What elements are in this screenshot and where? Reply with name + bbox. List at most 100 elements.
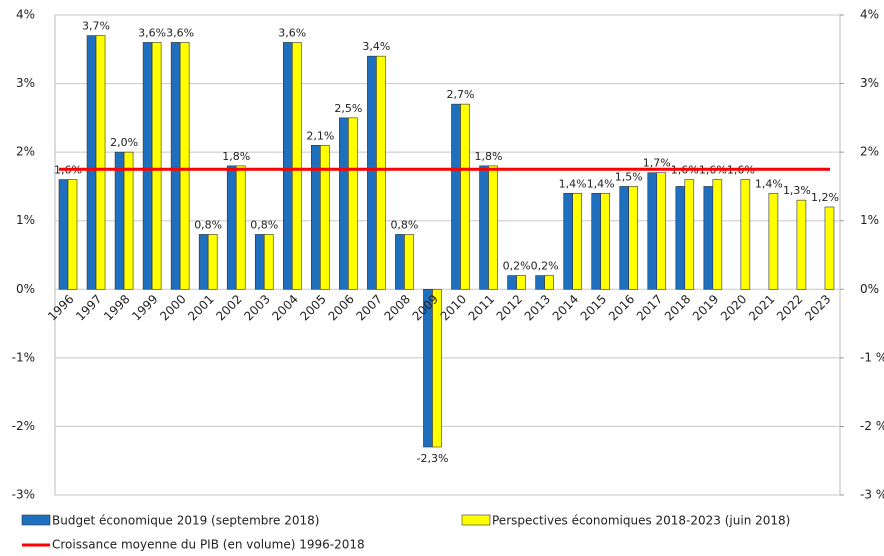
bar <box>591 192 601 290</box>
x-tick-label: 2021 <box>746 292 777 323</box>
x-tick-label: 2016 <box>606 292 637 323</box>
x-tick-label: 2002 <box>213 292 244 323</box>
bar <box>404 234 414 290</box>
bar <box>348 117 358 290</box>
bar <box>740 179 751 290</box>
value-label: 3,6% <box>166 26 194 39</box>
bar <box>291 42 302 290</box>
x-tick-label: 2012 <box>494 292 525 323</box>
bar <box>142 42 153 290</box>
value-label: 0,8% <box>250 218 278 231</box>
bar <box>703 186 714 290</box>
x-tick-label: 2015 <box>578 292 609 323</box>
y2-tick-label: 3% <box>860 76 879 90</box>
bar <box>544 275 554 290</box>
y-tick-label: -2% <box>12 419 35 433</box>
bar <box>451 103 461 290</box>
y-tick-label: 4% <box>16 8 35 22</box>
y-tick-label: -1% <box>12 350 35 364</box>
bar <box>67 179 78 290</box>
x-tick-label: 2017 <box>634 292 665 323</box>
x-tick-label: 2022 <box>774 292 805 323</box>
bar <box>207 234 218 290</box>
value-label: 0,8% <box>390 218 418 231</box>
value-label: 1,4% <box>587 177 615 190</box>
value-label: 0,2% <box>503 260 531 273</box>
bar <box>675 186 686 290</box>
y-tick-label: 1% <box>16 213 35 227</box>
y2-tick-label: 4% <box>860 8 879 22</box>
value-label: 0,8% <box>194 218 222 231</box>
x-tick-label: 2004 <box>269 292 300 323</box>
bar <box>712 179 723 290</box>
bar <box>263 234 274 290</box>
bar <box>170 42 181 290</box>
x-tick-label: 2011 <box>466 292 497 323</box>
bar <box>516 275 526 290</box>
legend-label: Budget économique 2019 (septembre 2018) <box>52 514 319 528</box>
bar <box>535 275 545 290</box>
value-label: 1,5% <box>615 170 643 183</box>
bar <box>179 42 190 290</box>
legend-label: Croissance moyenne du PIB (en volume) 19… <box>52 538 365 552</box>
value-label: 2,5% <box>334 102 362 115</box>
y2-tick-label: -2 % <box>860 419 884 433</box>
bar <box>572 192 582 290</box>
y2-tick-label: -3 % <box>860 488 884 502</box>
x-tick-label: 2019 <box>690 292 721 323</box>
value-label: 2,0% <box>110 136 138 149</box>
x-tick-label: 1999 <box>129 292 160 323</box>
legend-label: Perspectives économiques 2018-2023 (juin… <box>492 514 790 528</box>
x-tick-label: 2008 <box>382 292 413 323</box>
bar <box>376 55 386 290</box>
value-label: 3,6% <box>278 26 306 39</box>
value-label: 1,7% <box>643 157 671 170</box>
value-label: -2,3% <box>417 452 449 465</box>
y-tick-label: 3% <box>16 76 35 90</box>
y2-tick-label: -1 % <box>860 350 884 364</box>
bar <box>432 288 442 448</box>
bar <box>600 192 610 290</box>
y-tick-label: -3% <box>12 488 35 502</box>
value-label: 1,4% <box>755 177 783 190</box>
y2-tick-label: 1% <box>860 213 879 227</box>
bar <box>282 42 293 290</box>
value-label: 3,4% <box>362 40 390 53</box>
bar <box>95 35 106 290</box>
x-tick-label: 2014 <box>550 292 581 323</box>
value-label: 2,7% <box>447 88 475 101</box>
value-label: 1,4% <box>559 177 587 190</box>
bar <box>395 234 405 290</box>
x-tick-label: 2001 <box>185 292 216 323</box>
value-label: 1,3% <box>783 184 811 197</box>
bar <box>86 35 97 290</box>
legend-swatch <box>21 514 51 526</box>
bar <box>151 42 162 290</box>
bar <box>123 151 134 290</box>
bar <box>796 199 807 290</box>
bar <box>58 179 69 290</box>
bar <box>320 144 330 290</box>
bar <box>824 206 835 290</box>
value-label: 2,1% <box>306 129 334 142</box>
value-label: 3,7% <box>82 20 110 33</box>
legend-swatch <box>461 514 491 526</box>
bar <box>339 117 349 290</box>
x-tick-label: 2003 <box>241 292 272 323</box>
bar <box>628 186 639 290</box>
bar <box>367 55 377 290</box>
x-tick-label: 2023 <box>802 292 833 323</box>
bar <box>311 144 321 290</box>
bar <box>254 234 265 290</box>
bar <box>507 275 517 290</box>
y2-tick-label: 2% <box>860 145 879 159</box>
x-tick-label: 2007 <box>353 292 384 323</box>
bar <box>563 192 573 290</box>
bar <box>226 165 237 290</box>
y2-tick-label: 0% <box>860 282 879 296</box>
x-tick-label: 2000 <box>157 292 188 323</box>
bar <box>768 192 779 290</box>
x-tick-label: 2006 <box>325 292 356 323</box>
bar <box>198 234 209 290</box>
